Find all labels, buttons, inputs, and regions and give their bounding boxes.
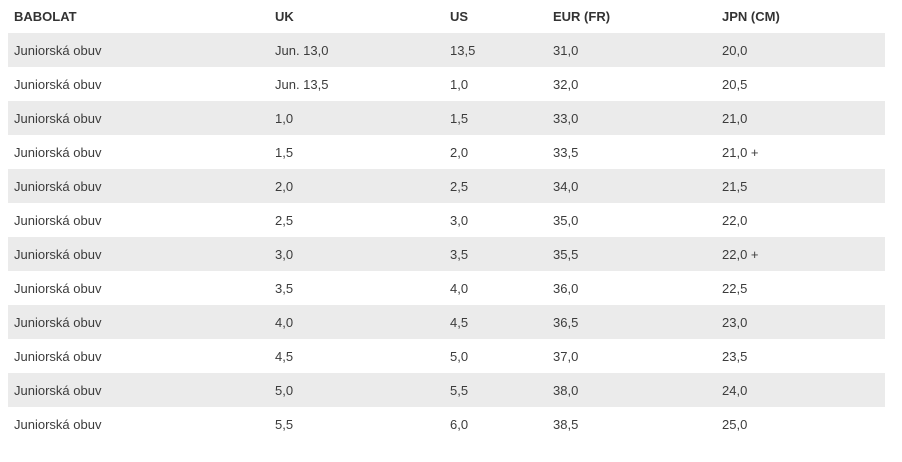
cell-brand: Juniorská obuv (14, 416, 102, 432)
cell-uk-size: 5,0 (275, 382, 294, 398)
cell-uk-size: Jun. 13,5 (275, 76, 329, 92)
cell-us-size: 3,0 (450, 212, 469, 228)
table-row: Juniorská obuv 3,0 3,5 35,5 22,0 + (8, 237, 885, 271)
cell-jpn-size: 22,0 + (722, 246, 759, 262)
cell-uk-size: 1,5 (275, 144, 294, 160)
table-row: Juniorská obuv 5,0 5,5 38,0 24,0 (8, 373, 885, 407)
cell-brand: Juniorská obuv (14, 144, 102, 160)
cell-jpn-size: 20,5 (722, 76, 748, 92)
cell-jpn-size: 25,0 (722, 416, 748, 432)
cell-jpn-size: 21,0 (722, 110, 748, 126)
cell-brand: Juniorská obuv (14, 42, 102, 58)
cell-brand: Juniorská obuv (14, 178, 102, 194)
cell-eur-size: 35,5 (553, 246, 579, 262)
column-header-us: US (450, 9, 469, 24)
cell-brand: Juniorská obuv (14, 280, 102, 296)
cell-us-size: 1,5 (450, 110, 469, 126)
cell-jpn-size: 23,0 (722, 314, 748, 330)
cell-uk-size: Jun. 13,0 (275, 42, 329, 58)
cell-jpn-size: 22,0 (722, 212, 748, 228)
table-row: Juniorská obuv 2,0 2,5 34,0 21,5 (8, 169, 885, 203)
cell-us-size: 4,5 (450, 314, 469, 330)
column-header-jpn: JPN (CM) (722, 9, 780, 24)
cell-uk-size: 2,0 (275, 178, 294, 194)
cell-eur-size: 32,0 (553, 76, 579, 92)
table-body: Juniorská obuv Jun. 13,0 13,5 31,0 20,0 … (8, 33, 885, 441)
table-row: Juniorská obuv 4,5 5,0 37,0 23,5 (8, 339, 885, 373)
cell-us-size: 13,5 (450, 42, 476, 58)
cell-us-size: 1,0 (450, 76, 469, 92)
cell-uk-size: 3,0 (275, 246, 294, 262)
table-row: Juniorská obuv 3,5 4,0 36,0 22,5 (8, 271, 885, 305)
table-row: Juniorská obuv Jun. 13,5 1,0 32,0 20,5 (8, 67, 885, 101)
table-row: Juniorská obuv Jun. 13,0 13,5 31,0 20,0 (8, 33, 885, 67)
cell-eur-size: 36,5 (553, 314, 579, 330)
column-header-uk: UK (275, 9, 294, 24)
table-row: Juniorská obuv 4,0 4,5 36,5 23,0 (8, 305, 885, 339)
cell-brand: Juniorská obuv (14, 246, 102, 262)
cell-uk-size: 4,0 (275, 314, 294, 330)
cell-uk-size: 3,5 (275, 280, 294, 296)
cell-us-size: 5,0 (450, 348, 469, 364)
column-header-brand: BABOLAT (14, 9, 77, 24)
table-row: Juniorská obuv 1,5 2,0 33,5 21,0 + (8, 135, 885, 169)
cell-eur-size: 38,5 (553, 416, 579, 432)
cell-uk-size: 1,0 (275, 110, 294, 126)
cell-us-size: 2,5 (450, 178, 469, 194)
cell-brand: Juniorská obuv (14, 212, 102, 228)
cell-eur-size: 33,5 (553, 144, 579, 160)
cell-jpn-size: 22,5 (722, 280, 748, 296)
shoe-size-conversion-table: BABOLAT UK US EUR (FR) JPN (CM) Juniorsk… (8, 0, 885, 441)
cell-eur-size: 35,0 (553, 212, 579, 228)
cell-brand: Juniorská obuv (14, 382, 102, 398)
cell-us-size: 5,5 (450, 382, 469, 398)
table-row: Juniorská obuv 1,0 1,5 33,0 21,0 (8, 101, 885, 135)
cell-us-size: 4,0 (450, 280, 469, 296)
cell-jpn-size: 20,0 (722, 42, 748, 58)
table-row: Juniorská obuv 2,5 3,0 35,0 22,0 (8, 203, 885, 237)
cell-jpn-size: 21,5 (722, 178, 748, 194)
cell-us-size: 3,5 (450, 246, 469, 262)
column-header-eur: EUR (FR) (553, 9, 611, 24)
cell-eur-size: 31,0 (553, 42, 579, 58)
cell-eur-size: 38,0 (553, 382, 579, 398)
cell-eur-size: 34,0 (553, 178, 579, 194)
cell-uk-size: 2,5 (275, 212, 294, 228)
cell-eur-size: 33,0 (553, 110, 579, 126)
table-header-row: BABOLAT UK US EUR (FR) JPN (CM) (8, 0, 885, 33)
table-row: Juniorská obuv 5,5 6,0 38,5 25,0 (8, 407, 885, 441)
cell-brand: Juniorská obuv (14, 110, 102, 126)
cell-brand: Juniorská obuv (14, 314, 102, 330)
cell-jpn-size: 21,0 + (722, 144, 759, 160)
cell-brand: Juniorská obuv (14, 348, 102, 364)
cell-uk-size: 4,5 (275, 348, 294, 364)
cell-eur-size: 37,0 (553, 348, 579, 364)
cell-jpn-size: 23,5 (722, 348, 748, 364)
cell-brand: Juniorská obuv (14, 76, 102, 92)
cell-us-size: 6,0 (450, 416, 469, 432)
cell-eur-size: 36,0 (553, 280, 579, 296)
cell-us-size: 2,0 (450, 144, 469, 160)
cell-uk-size: 5,5 (275, 416, 294, 432)
cell-jpn-size: 24,0 (722, 382, 748, 398)
